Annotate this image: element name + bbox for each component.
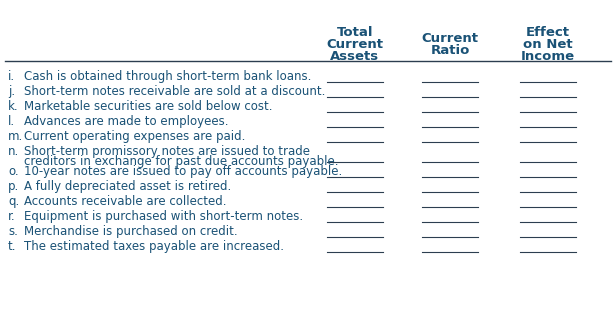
Text: j.: j. xyxy=(8,85,15,98)
Text: s.: s. xyxy=(8,225,18,238)
Text: p.: p. xyxy=(8,180,19,193)
Text: r.: r. xyxy=(8,210,15,223)
Text: n.: n. xyxy=(8,145,19,158)
Text: l.: l. xyxy=(8,115,15,128)
Text: on Net: on Net xyxy=(523,38,573,51)
Text: Total: Total xyxy=(337,26,373,39)
Text: creditors in exchange for past due accounts payable.: creditors in exchange for past due accou… xyxy=(24,155,339,168)
Text: Marketable securities are sold below cost.: Marketable securities are sold below cos… xyxy=(24,100,272,113)
Text: Cash is obtained through short-term bank loans.: Cash is obtained through short-term bank… xyxy=(24,70,311,83)
Text: Current: Current xyxy=(421,32,479,45)
Text: A fully depreciated asset is retired.: A fully depreciated asset is retired. xyxy=(24,180,231,193)
Text: t.: t. xyxy=(8,240,17,253)
Text: Short-term notes receivable are sold at a discount.: Short-term notes receivable are sold at … xyxy=(24,85,325,98)
Text: Effect: Effect xyxy=(526,26,570,39)
Text: 10-year notes are issued to pay off accounts payable.: 10-year notes are issued to pay off acco… xyxy=(24,165,342,178)
Text: Ratio: Ratio xyxy=(431,44,469,57)
Text: Income: Income xyxy=(521,50,575,63)
Text: m.: m. xyxy=(8,130,23,143)
Text: Merchandise is purchased on credit.: Merchandise is purchased on credit. xyxy=(24,225,238,238)
Text: q.: q. xyxy=(8,195,19,208)
Text: Short-term promissory notes are issued to trade: Short-term promissory notes are issued t… xyxy=(24,145,310,158)
Text: Accounts receivable are collected.: Accounts receivable are collected. xyxy=(24,195,227,208)
Text: k.: k. xyxy=(8,100,18,113)
Text: Advances are made to employees.: Advances are made to employees. xyxy=(24,115,229,128)
Text: The estimated taxes payable are increased.: The estimated taxes payable are increase… xyxy=(24,240,284,253)
Text: Equipment is purchased with short-term notes.: Equipment is purchased with short-term n… xyxy=(24,210,303,223)
Text: o.: o. xyxy=(8,165,18,178)
Text: Assets: Assets xyxy=(330,50,379,63)
Text: Current operating expenses are paid.: Current operating expenses are paid. xyxy=(24,130,245,143)
Text: i.: i. xyxy=(8,70,15,83)
Text: Current: Current xyxy=(326,38,384,51)
